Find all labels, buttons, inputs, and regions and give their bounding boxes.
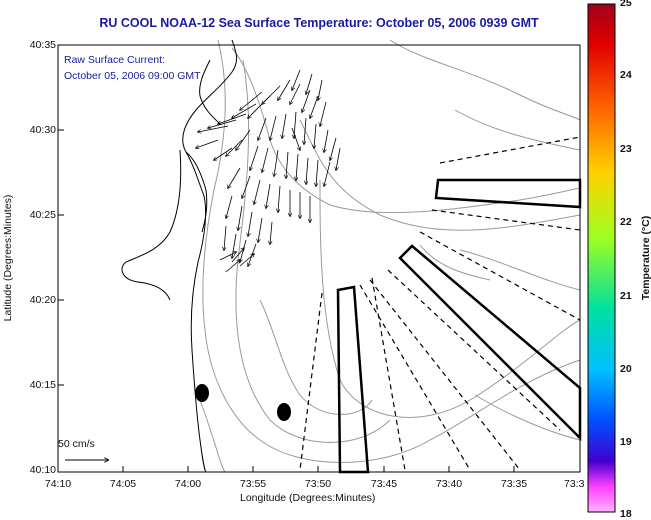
current-label: Raw Surface Current:: [64, 54, 165, 66]
x-tick-label: 73:35: [500, 478, 528, 490]
colorbar-tick: 25: [620, 0, 632, 9]
plot-frame: [57, 44, 581, 473]
x-tick-label: 73:3: [564, 478, 585, 490]
y-tick-label: 40:35: [29, 39, 56, 51]
x-axis-title: Longitude (Degrees:Minutes): [240, 492, 376, 504]
y-tick-label: 40:15: [29, 379, 56, 391]
colorbar-tick: 20: [620, 363, 632, 375]
axis-ticks: [58, 129, 515, 472]
colorbar-tick: 19: [620, 436, 632, 448]
x-tick-label: 74:05: [109, 478, 137, 490]
scale-label: 50 cm/s: [58, 438, 95, 450]
coastline: [121, 39, 238, 473]
y-tick-label: 40:30: [29, 124, 56, 136]
shipping-lanes: [299, 136, 581, 471]
x-tick-label: 73:50: [304, 478, 332, 490]
y-tick-label: 40:20: [29, 294, 56, 306]
x-tick-label: 74:10: [44, 478, 72, 490]
colorbar-tick: 21: [620, 290, 632, 302]
x-tick-label: 74:00: [174, 478, 202, 490]
map-title: RU COOL NOAA-12 Sea Surface Temperature:…: [99, 16, 539, 30]
y-tick-label: 40:25: [29, 209, 56, 221]
colorbar-tick: 22: [620, 216, 632, 228]
restricted-zones: [336, 178, 582, 474]
station-marker: [195, 384, 209, 402]
colorbar: [587, 3, 616, 513]
current-vectors: [196, 69, 341, 273]
colorbar-tick: 24: [620, 69, 632, 81]
station-marker: [277, 403, 291, 421]
colorbar-tick: 23: [620, 143, 632, 155]
bathymetry-contours: [199, 39, 581, 473]
colorbar-tick: 18: [620, 508, 632, 520]
x-tick-label: 73:45: [370, 478, 398, 490]
x-tick-label: 73:40: [435, 478, 463, 490]
current-time-label: October 05, 2006 09:00 GMT: [64, 70, 201, 82]
y-tick-label: 40:10: [29, 464, 56, 476]
x-tick-label: 73:55: [239, 478, 267, 490]
